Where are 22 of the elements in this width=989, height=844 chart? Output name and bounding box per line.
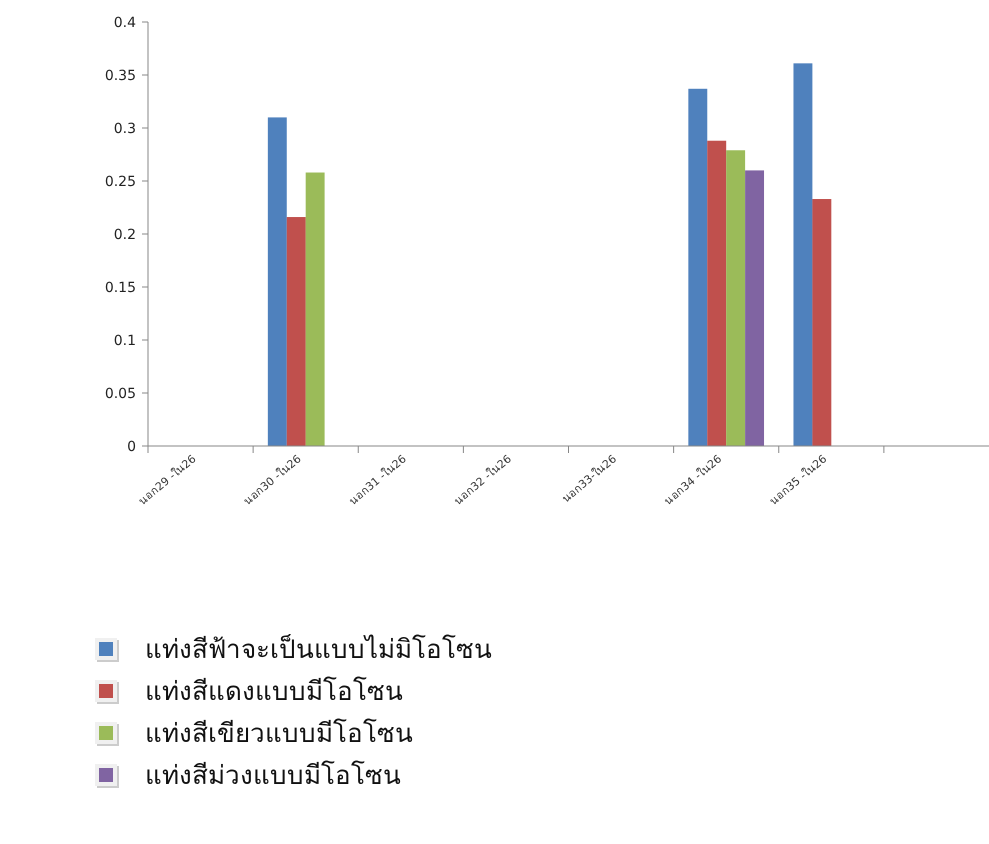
y-tick-label: 0.3 bbox=[114, 121, 136, 137]
bar bbox=[707, 140, 726, 446]
bar bbox=[726, 150, 746, 446]
bar bbox=[306, 172, 325, 446]
legend-label: แท่งสีฟ้าจะเป็นแบบไม่มิโอโซน bbox=[145, 633, 492, 664]
bar bbox=[688, 88, 708, 446]
bar bbox=[812, 199, 832, 446]
legend-label: แท่งสีแดงแบบมีโอโซน bbox=[145, 676, 403, 706]
y-tick-label: 0.05 bbox=[104, 386, 136, 402]
y-tick-label: 0.15 bbox=[104, 280, 136, 296]
legend-label: แท่งสีเขียวแบบมีโอโซน bbox=[145, 718, 413, 748]
y-tick-label: 0.2 bbox=[114, 227, 136, 243]
bar bbox=[745, 170, 764, 446]
y-tick-label: 0.25 bbox=[104, 174, 136, 190]
legend-label: แท่งสีม่วงแบบมีโอโซน bbox=[145, 760, 401, 790]
bar bbox=[793, 63, 812, 446]
y-tick-label: 0.35 bbox=[104, 68, 136, 84]
bar bbox=[286, 217, 306, 446]
y-tick-label: 0.1 bbox=[114, 333, 136, 349]
y-tick-label: 0.4 bbox=[114, 15, 136, 31]
bar bbox=[268, 117, 287, 446]
y-tick-label: 0 bbox=[127, 439, 136, 455]
